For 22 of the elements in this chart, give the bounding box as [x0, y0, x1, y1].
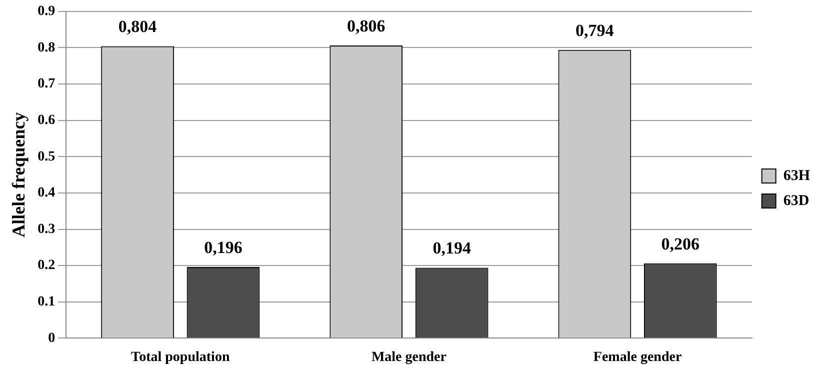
- y-tick-label: 0.9: [38, 4, 56, 20]
- legend-label: 63H: [783, 168, 810, 184]
- x-tick-label: Male gender: [371, 350, 446, 366]
- x-tick-label: Total population: [131, 350, 230, 366]
- data-label: 0,196: [204, 238, 242, 257]
- data-label: 0,804: [118, 17, 158, 36]
- y-tick-label: 0: [48, 330, 56, 346]
- y-tick-label: 0.1: [38, 294, 56, 310]
- data-label: 0,206: [661, 234, 700, 254]
- y-tick-label: 0.3: [38, 222, 56, 237]
- data-label: 0,794: [576, 20, 614, 40]
- y-tick-label: 0.5: [38, 149, 56, 164]
- x-tick-label: Female gender: [593, 350, 682, 366]
- data-label: 0,194: [432, 238, 472, 258]
- y-axis-title: Allele frequency: [8, 112, 28, 238]
- y-tick-label: 0.6: [38, 112, 56, 128]
- legend-label: 63D: [783, 192, 810, 209]
- y-tick-label: 0.2: [38, 258, 56, 274]
- y-tick-label: 0.8: [38, 40, 56, 56]
- data-label: 0,806: [346, 16, 386, 36]
- y-tick-label: 0.4: [38, 186, 56, 201]
- y-tick-label: 0.7: [38, 76, 56, 92]
